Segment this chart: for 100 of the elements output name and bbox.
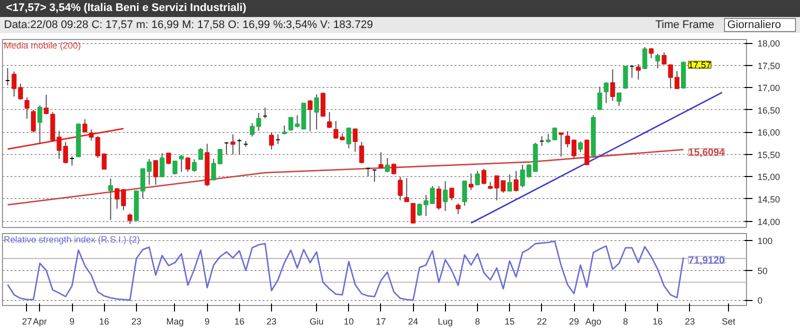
candlestick [636,64,641,80]
y-tick-label: 100 [758,236,773,246]
candlestick [192,158,197,172]
series-label: Relative strength index (R.S.I.) (2) [4,234,140,244]
candlestick [320,92,326,117]
x-tick-label: 23 [131,316,142,326]
candlestick [384,158,390,173]
candlestick [160,152,165,178]
candlestick [475,170,480,186]
candlestick [597,86,602,110]
y-tick-label: 14,50 [758,194,780,204]
y-tick-label: 14,00 [758,216,780,227]
x-tick-label: Giu [310,316,324,326]
x-tick-label: 10 [344,316,354,326]
candlestick [37,104,42,145]
x-tick-label: 15 [504,316,515,326]
candlestick [44,94,49,115]
y-tick-label: 16,00 [758,128,780,138]
candlestick [153,160,158,186]
candlestick [623,66,628,90]
y-tick-label: 17,00 [758,83,780,94]
x-tick-label: 29 [569,316,580,326]
x-tick-label: 24 [408,316,418,326]
candlestick [391,164,396,175]
candlestick [610,68,616,102]
y-tick-label: 0 [758,296,763,306]
y-tick-label: 18,00 [758,38,780,49]
text: 17,57 [688,60,711,70]
candlestick [642,46,648,69]
x-tick-label: 22 [536,316,547,326]
candlestick [108,178,114,220]
y-tick-label: 16,50 [758,105,780,116]
candlestick [346,128,352,149]
x-tick-label: 23 [684,316,695,326]
x-tick-label: Mag [166,316,184,326]
candlestick [648,47,654,59]
candlestick [662,52,667,65]
candlestick [185,158,190,172]
candlestick [655,53,660,69]
candlestick [230,134,236,155]
candlestick [442,180,448,212]
candlestick [514,170,519,192]
candlestick [102,153,107,170]
candlestick [507,174,512,192]
candlestick [314,94,320,130]
y-tick-label: 50 [758,266,768,276]
candlestick [410,202,416,224]
candlestick [468,173,474,191]
candlestick [456,202,461,215]
y-tick-label: 17,50 [758,60,780,71]
x-tick-label: 9 [70,316,75,326]
x-tick-label: Ago [585,316,602,326]
candlestick [24,96,30,120]
x-tick-label: Lug [438,316,453,326]
x-tick-label: 23 [266,316,277,326]
chart-subtitle: Data:22/08 09:28 C: 17,57 m: 16,99 M: 17,58 O: 16,99 %:3,54% V: 183.729 [4,18,373,33]
candlestick [449,188,454,201]
y-tick-label: 15,00 [758,172,780,182]
candlestick [359,141,364,164]
x-tick-label: 8 [474,316,480,326]
line-series [6,148,684,206]
text: Time Frame [655,19,714,31]
x-tick-label: 16 [652,316,663,326]
candlestick [128,213,132,224]
chart-title: <17,57> 3,54% (Italia Beni e Servizi Industriali) [0,0,800,17]
candlestick [308,100,313,132]
x-tick-label: Set [722,316,736,326]
x-tick-label: 16 [234,316,244,326]
candlestick [500,180,506,194]
candlestick [172,160,178,175]
candlestick [558,132,564,158]
candlestick [616,92,622,106]
x-tick-label: 16 [99,316,110,326]
candlestick [462,180,468,206]
candlestick [198,148,204,160]
candlestick [436,186,442,210]
candlestick [30,109,36,134]
candlestick [82,118,88,134]
candlestick [352,128,358,152]
candlestick [604,82,609,104]
x-tick-label: Apr [32,316,47,326]
candlestick [481,168,486,185]
candlestick [327,112,332,129]
data-label: 15,6094 [688,148,726,159]
x-tick-label: 8 [623,316,628,326]
candlestick [178,154,184,172]
data-label: 71,9120 [688,255,726,266]
candlestick [269,132,274,150]
text: Giornaliero [724,18,796,32]
text: Media mobile (200) [4,40,81,50]
candlestick [95,136,100,158]
candlestick [552,127,558,141]
x-tick-label: 9 [204,316,210,326]
candlestick [578,141,583,153]
candlestick [404,178,410,202]
candlestick [146,158,152,186]
candlestick [398,176,403,201]
candlestick [378,152,384,170]
x-tick-label: 17 [376,316,386,326]
y-tick-label: 15,50 [758,150,780,160]
